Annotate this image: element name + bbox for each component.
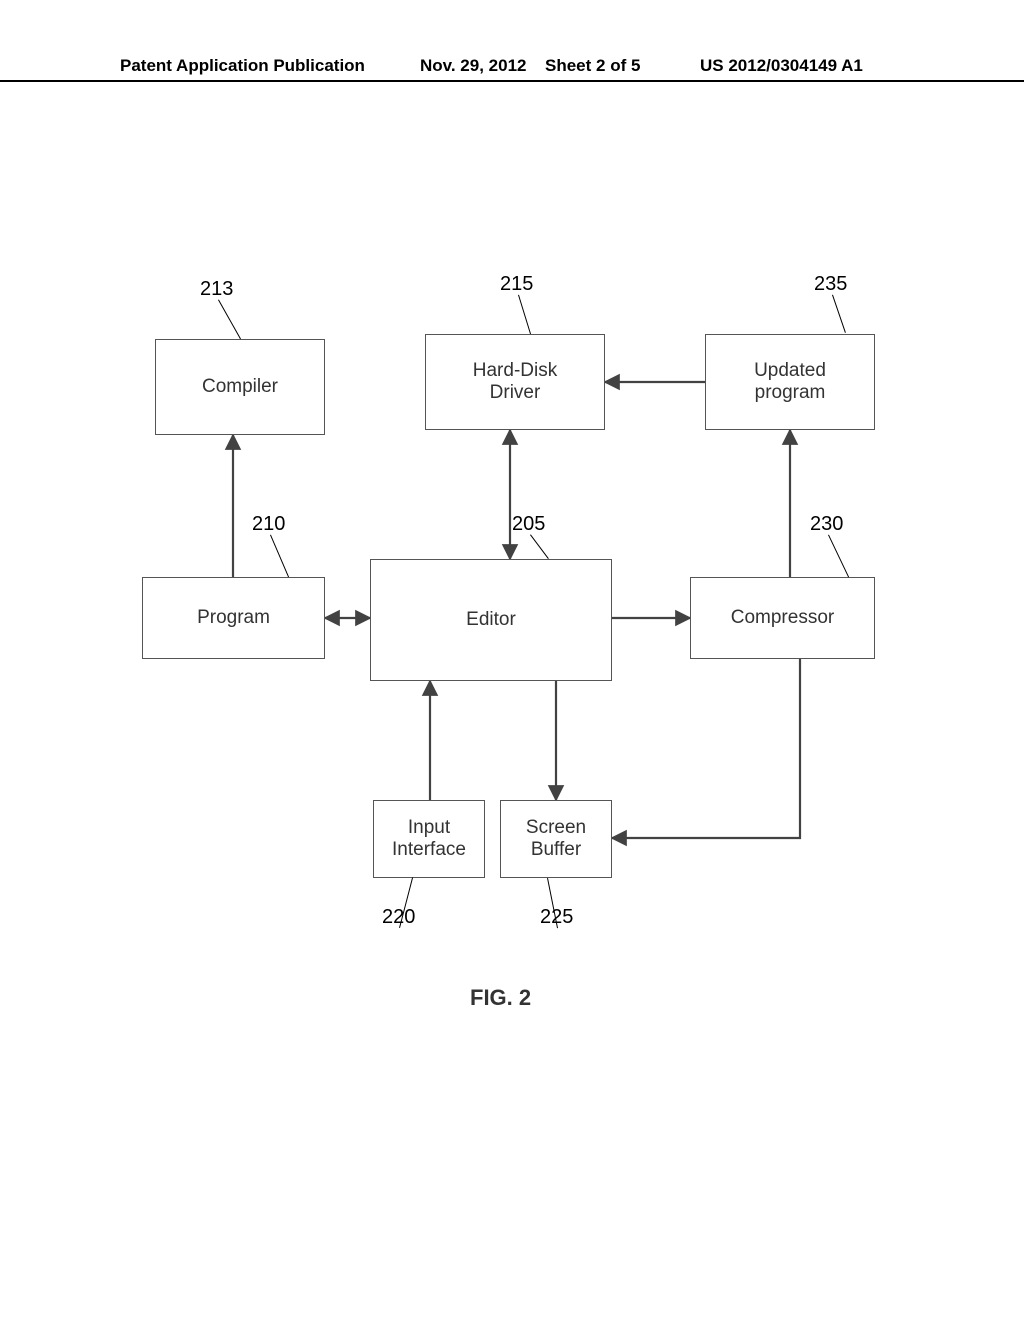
leader-line bbox=[828, 535, 849, 577]
publication-type: Patent Application Publication bbox=[120, 56, 365, 76]
ref-label-230: 230 bbox=[810, 513, 843, 536]
ref-label-210: 210 bbox=[252, 513, 285, 536]
node-input: InputInterface bbox=[373, 800, 485, 878]
node-editor: Editor bbox=[370, 559, 612, 681]
publication-number: US 2012/0304149 A1 bbox=[700, 56, 863, 76]
figure-caption: FIG. 2 bbox=[470, 985, 531, 1011]
leader-line bbox=[218, 300, 241, 339]
ref-label-213: 213 bbox=[200, 278, 233, 301]
node-program: Program bbox=[142, 577, 325, 659]
node-updated: Updatedprogram bbox=[705, 334, 875, 430]
ref-label-235: 235 bbox=[814, 273, 847, 296]
page-header: Patent Application Publication Nov. 29, … bbox=[0, 80, 1024, 112]
node-compiler: Compiler bbox=[155, 339, 325, 435]
sheet-number: Sheet 2 of 5 bbox=[545, 56, 640, 76]
node-compressor: Compressor bbox=[690, 577, 875, 659]
ref-label-205: 205 bbox=[512, 513, 545, 536]
leader-line bbox=[530, 534, 549, 559]
leader-line bbox=[270, 535, 289, 577]
leader-line bbox=[518, 295, 531, 334]
leader-line bbox=[832, 295, 846, 333]
ref-label-215: 215 bbox=[500, 273, 533, 296]
publication-date: Nov. 29, 2012 bbox=[420, 56, 526, 76]
page: Patent Application Publication Nov. 29, … bbox=[0, 0, 1024, 1320]
node-hdd: Hard-DiskDriver bbox=[425, 334, 605, 430]
node-screen: ScreenBuffer bbox=[500, 800, 612, 878]
